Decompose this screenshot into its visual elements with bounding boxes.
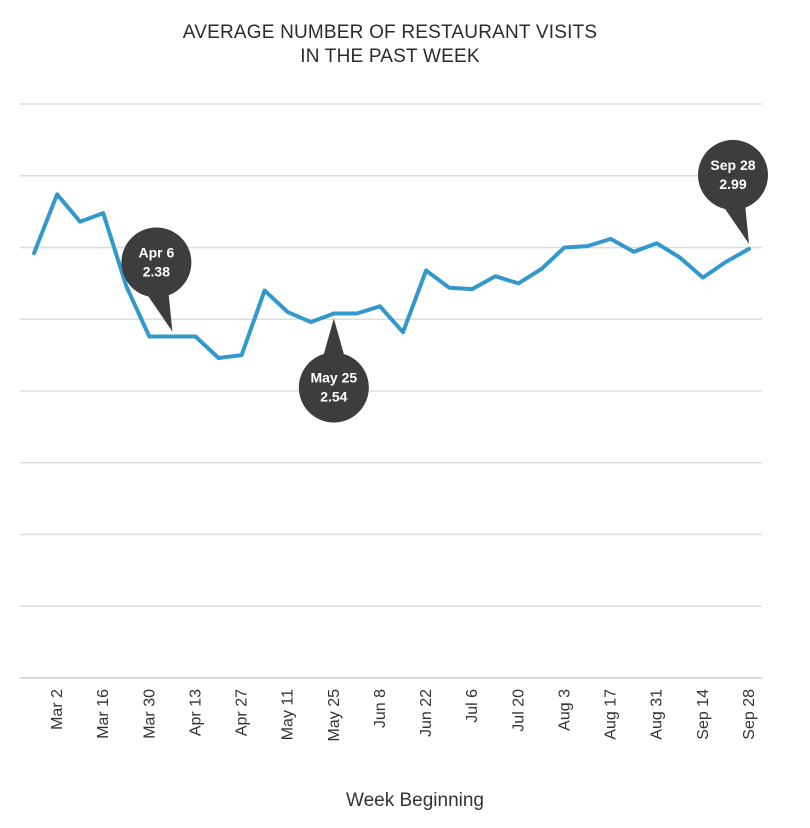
gridlines xyxy=(20,103,762,679)
x-tick-label: Apr 13 xyxy=(187,689,204,736)
chart-title-line-2: IN THE PAST WEEK xyxy=(300,46,480,67)
callout-pointer xyxy=(146,291,173,332)
callout-label: Apr 6 xyxy=(138,244,174,260)
callout-value: 2.99 xyxy=(719,176,746,192)
x-tick-label: Mar 16 xyxy=(95,689,112,739)
callout: May 25 2.54 xyxy=(298,318,369,423)
x-tick-label: Jul 20 xyxy=(510,689,527,732)
x-tick-label: Aug 17 xyxy=(603,689,620,740)
callout: Sep 28 2.99 xyxy=(698,139,768,244)
callouts-group: Apr 6 2.38 May 25 2.54 Sep 28 2.99 xyxy=(121,139,768,423)
series-line-group xyxy=(32,192,751,360)
callout-label: Sep 28 xyxy=(710,157,755,173)
callout-pointer xyxy=(322,318,345,358)
callout-bubble xyxy=(298,352,369,423)
series-line xyxy=(32,192,751,360)
callout-label: May 25 xyxy=(310,370,357,386)
x-tick-label: Aug 3 xyxy=(556,689,573,731)
x-tick-label: Jun 22 xyxy=(418,689,435,737)
callout-value: 2.38 xyxy=(143,263,170,279)
x-tick-label: Mar 2 xyxy=(49,689,66,730)
callout-value: 2.54 xyxy=(320,389,347,405)
callout-pointer xyxy=(723,203,749,244)
callout-bubble xyxy=(698,139,768,210)
chart-title-line-1: AVERAGE NUMBER OF RESTAURANT VISITS xyxy=(183,22,598,43)
x-axis-label: Week Beginning xyxy=(346,790,484,811)
x-tick-label: Jun 8 xyxy=(372,689,389,728)
x-tick-label: Aug 31 xyxy=(649,689,666,740)
x-tick-label: Apr 27 xyxy=(234,689,251,736)
callout-bubble xyxy=(121,227,192,298)
x-axis-ticks: Mar 2 Mar 16 Mar 30 Apr 13 Apr 27 May 11 May 2… xyxy=(49,689,758,742)
x-tick-label: May 11 xyxy=(280,689,297,740)
x-tick-label: Mar 30 xyxy=(141,689,158,739)
x-tick-label: Jul 6 xyxy=(464,689,481,723)
x-tick-label: May 25 xyxy=(326,689,343,742)
x-tick-label: Sep 28 xyxy=(741,689,758,740)
x-tick-label: Sep 14 xyxy=(695,689,712,740)
callout: Apr 6 2.38 xyxy=(121,227,192,332)
